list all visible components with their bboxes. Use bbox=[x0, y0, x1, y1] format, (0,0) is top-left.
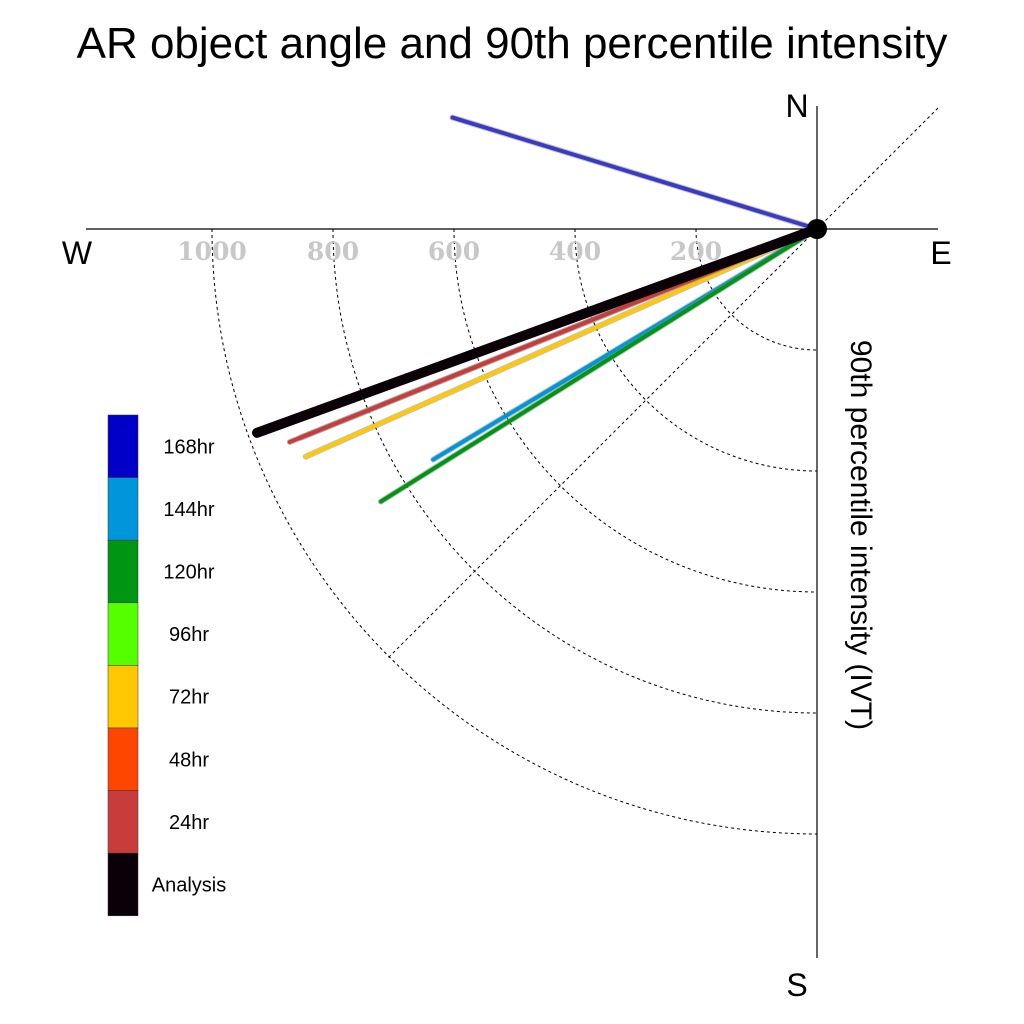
legend-swatch-168hr bbox=[107, 414, 139, 478]
legend-swatch-144hr bbox=[107, 477, 139, 541]
diagonal-guide bbox=[387, 107, 939, 659]
legend-label-72hr: 72hr bbox=[169, 687, 209, 709]
compass-north: N bbox=[785, 88, 808, 124]
series-lines bbox=[252, 114, 822, 505]
legend-swatch-96hr bbox=[107, 602, 139, 666]
radial-tick-label: 1000 bbox=[177, 237, 247, 266]
radial-tick-label: 400 bbox=[549, 237, 601, 266]
legend-label-96hr: 96hr bbox=[169, 624, 209, 646]
legend-label-144hr: 144hr bbox=[163, 499, 214, 521]
legend-label-Analysis: Analysis bbox=[152, 875, 226, 897]
grid-ring-200 bbox=[695, 228, 818, 351]
legend-label-48hr: 48hr bbox=[169, 749, 209, 771]
legend-swatch-Analysis bbox=[107, 852, 139, 917]
series-line-72hr bbox=[303, 227, 819, 459]
compass-east: E bbox=[930, 235, 951, 271]
legend-swatch-24hr bbox=[107, 790, 139, 854]
polar-grid bbox=[211, 228, 818, 835]
series-line-Analysis bbox=[252, 224, 822, 438]
compass-axes bbox=[86, 106, 939, 958]
legend: 168hr 144hr 120hr 96hr 72hr 48hr 24hr Analysis bbox=[107, 414, 226, 917]
grid-ring-1000 bbox=[211, 228, 818, 835]
compass-west: W bbox=[62, 235, 93, 271]
legend-swatch-48hr bbox=[107, 727, 139, 791]
series-line-168hr bbox=[450, 115, 819, 231]
compass-south: S bbox=[786, 967, 807, 1003]
legend-label-24hr: 24hr bbox=[169, 812, 209, 834]
radial-tick-label: 800 bbox=[307, 237, 359, 266]
radial-tick-labels: 200 400 600 800 1000 bbox=[177, 237, 722, 266]
legend-label-168hr: 168hr bbox=[163, 436, 214, 458]
series-line-120hr bbox=[378, 227, 819, 504]
origin-dot bbox=[807, 219, 827, 239]
grid-ring-400 bbox=[574, 228, 818, 472]
legend-swatch-72hr bbox=[107, 665, 139, 729]
radial-axis-label: 90th percentile intensity (IVT) bbox=[844, 340, 877, 730]
chart-title: AR object angle and 90th percentile inte… bbox=[77, 19, 948, 68]
legend-swatch-120hr bbox=[107, 539, 139, 604]
legend-label-120hr: 120hr bbox=[163, 562, 214, 584]
radial-tick-label: 200 bbox=[670, 237, 722, 266]
radial-tick-label: 600 bbox=[428, 237, 480, 266]
